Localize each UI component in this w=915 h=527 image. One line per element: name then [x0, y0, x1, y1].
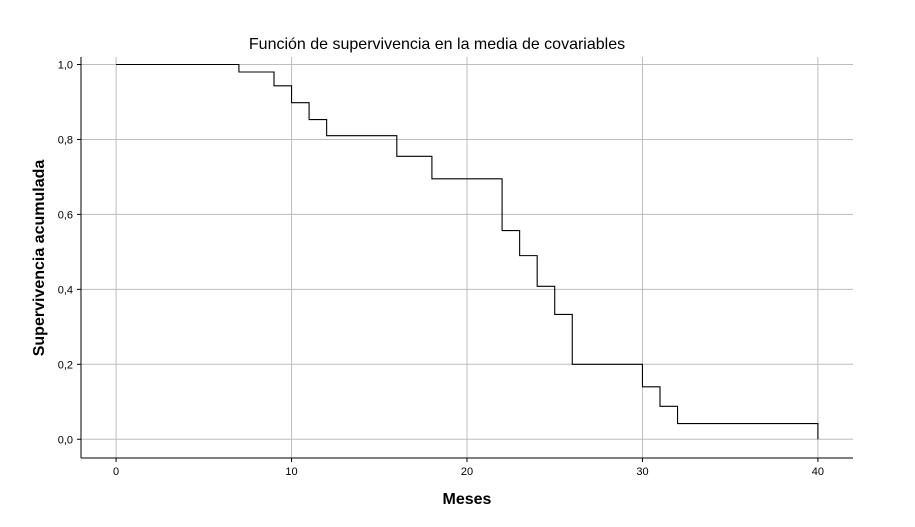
y-tick-label-2: 0,4: [58, 284, 73, 296]
x-tick-label-4: 40: [812, 466, 824, 478]
chart-title: Función de supervivencia en la media de …: [249, 36, 625, 53]
x-tick-label-3: 30: [636, 466, 648, 478]
y-tick-label-5: 1,0: [58, 59, 73, 71]
y-tick-label-4: 0,8: [58, 134, 73, 146]
y-axis-label: Supervivencia acumulada: [31, 160, 48, 357]
tick-layer: 0 10 20 30 40 0,0 0,2 0,4 0,6 0,8 1,0: [58, 59, 824, 478]
x-tick-label-2: 20: [461, 466, 473, 478]
grid-layer: [81, 57, 853, 458]
survival-curve-0: [116, 63, 819, 440]
y-tick-label-1: 0,2: [58, 359, 73, 371]
curve-layer: [116, 63, 819, 440]
y-tick-label-3: 0,6: [58, 209, 73, 221]
x-axis-label: Meses: [443, 491, 492, 508]
x-tick-label-1: 10: [285, 466, 297, 478]
x-tick-label-0: 0: [113, 466, 119, 478]
y-tick-label-0: 0,0: [58, 434, 73, 446]
